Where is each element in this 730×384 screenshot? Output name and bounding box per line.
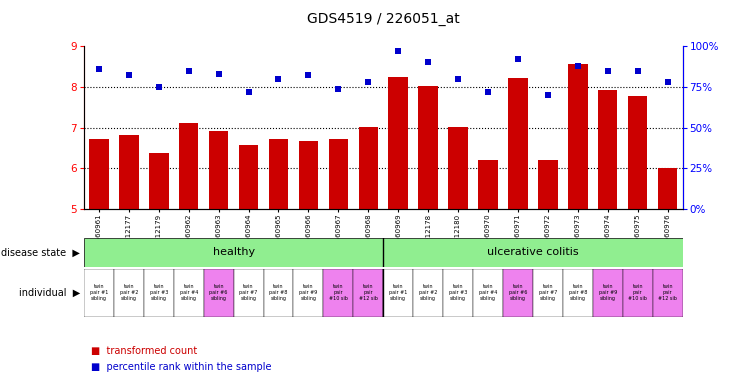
Bar xyxy=(299,141,318,209)
Point xyxy=(273,76,285,82)
Bar xyxy=(623,269,653,317)
Bar xyxy=(593,269,623,317)
Point xyxy=(631,68,644,74)
Bar xyxy=(204,269,234,317)
Bar xyxy=(264,269,293,317)
Bar xyxy=(533,269,563,317)
Text: twin
pair
#10 sib: twin pair #10 sib xyxy=(629,285,647,301)
Text: GDS4519 / 226051_at: GDS4519 / 226051_at xyxy=(307,12,460,25)
Point xyxy=(393,48,404,54)
Text: twin
pair #6
sibling: twin pair #6 sibling xyxy=(509,285,527,301)
Text: twin
pair
#10 sib: twin pair #10 sib xyxy=(329,285,347,301)
Bar xyxy=(658,168,677,209)
Point xyxy=(602,68,613,74)
Text: twin
pair #4
sibling: twin pair #4 sibling xyxy=(479,285,497,301)
Bar xyxy=(628,96,648,209)
Bar xyxy=(269,139,288,209)
Bar xyxy=(443,269,473,317)
Point xyxy=(483,89,494,95)
Bar xyxy=(653,269,683,317)
Text: twin
pair #9
sibling: twin pair #9 sibling xyxy=(599,285,617,301)
Point xyxy=(123,73,134,79)
Bar xyxy=(358,127,378,209)
Bar xyxy=(568,65,588,209)
Text: twin
pair
#12 sib: twin pair #12 sib xyxy=(658,285,677,301)
Point xyxy=(242,89,255,95)
Text: ■  percentile rank within the sample: ■ percentile rank within the sample xyxy=(91,362,272,372)
Bar xyxy=(418,86,438,209)
Text: twin
pair
#12 sib: twin pair #12 sib xyxy=(359,285,377,301)
Bar xyxy=(293,269,323,317)
Bar xyxy=(448,127,468,209)
Bar xyxy=(149,153,169,209)
Point xyxy=(93,66,105,72)
Point xyxy=(422,59,434,65)
Bar xyxy=(538,159,558,209)
Text: disease state  ▶: disease state ▶ xyxy=(1,247,80,258)
Bar xyxy=(353,269,383,317)
Text: twin
pair #9
sibling: twin pair #9 sibling xyxy=(299,285,318,301)
Bar xyxy=(89,139,109,209)
Point xyxy=(333,86,345,92)
Bar xyxy=(84,269,114,317)
Text: ■  transformed count: ■ transformed count xyxy=(91,346,198,356)
Bar xyxy=(383,238,683,267)
Text: twin
pair #3
sibling: twin pair #3 sibling xyxy=(150,285,168,301)
Point xyxy=(363,79,374,85)
Text: twin
pair #8
sibling: twin pair #8 sibling xyxy=(569,285,587,301)
Bar xyxy=(209,131,228,209)
Bar xyxy=(383,269,413,317)
Bar xyxy=(478,159,498,209)
Text: twin
pair #2
sibling: twin pair #2 sibling xyxy=(120,285,138,301)
Text: twin
pair #7
sibling: twin pair #7 sibling xyxy=(539,285,557,301)
Bar xyxy=(473,269,503,317)
Bar xyxy=(388,77,408,209)
Bar xyxy=(323,269,353,317)
Bar xyxy=(114,269,144,317)
Point xyxy=(572,63,584,69)
Text: twin
pair #6
sibling: twin pair #6 sibling xyxy=(210,285,228,301)
Text: twin
pair #7
sibling: twin pair #7 sibling xyxy=(239,285,258,301)
Bar xyxy=(144,269,174,317)
Text: twin
pair #4
sibling: twin pair #4 sibling xyxy=(180,285,198,301)
Bar xyxy=(84,238,383,267)
Point xyxy=(153,84,165,90)
Point xyxy=(213,71,225,77)
Bar xyxy=(174,269,204,317)
Text: twin
pair #2
sibling: twin pair #2 sibling xyxy=(419,285,437,301)
Point xyxy=(453,76,464,82)
Point xyxy=(662,79,674,85)
Text: twin
pair #1
sibling: twin pair #1 sibling xyxy=(389,285,407,301)
Point xyxy=(542,92,554,98)
Text: twin
pair #1
sibling: twin pair #1 sibling xyxy=(90,285,108,301)
Text: twin
pair #8
sibling: twin pair #8 sibling xyxy=(269,285,288,301)
Text: twin
pair #3
sibling: twin pair #3 sibling xyxy=(449,285,467,301)
Bar xyxy=(328,139,348,209)
Bar xyxy=(179,123,199,209)
Bar xyxy=(413,269,443,317)
Point xyxy=(182,68,194,74)
Bar xyxy=(508,78,528,209)
Text: healthy: healthy xyxy=(212,247,255,258)
Bar xyxy=(563,269,593,317)
Point xyxy=(512,56,524,62)
Bar xyxy=(234,269,264,317)
Bar xyxy=(598,90,618,209)
Point xyxy=(303,73,315,79)
Bar xyxy=(119,135,139,209)
Text: individual  ▶: individual ▶ xyxy=(19,288,80,298)
Bar xyxy=(503,269,533,317)
Bar xyxy=(239,145,258,209)
Text: ulcerative colitis: ulcerative colitis xyxy=(487,247,579,258)
